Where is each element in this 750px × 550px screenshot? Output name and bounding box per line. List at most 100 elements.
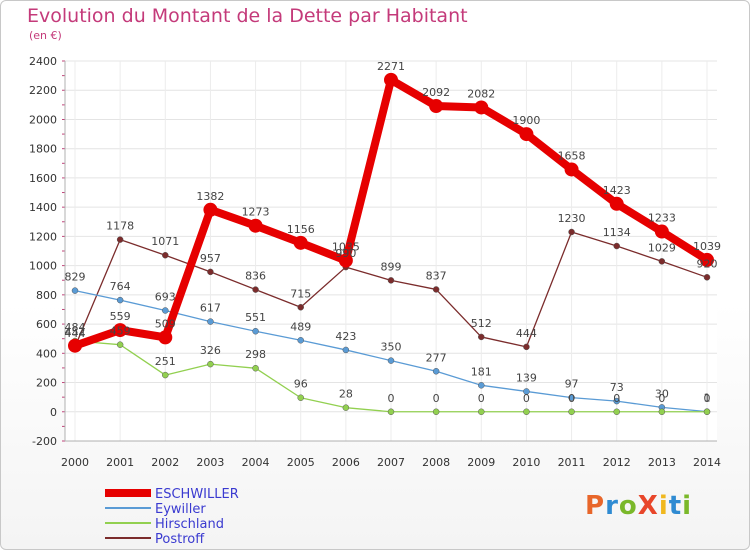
data-point bbox=[432, 286, 440, 293]
data-label: 1178 bbox=[106, 220, 134, 233]
data-label: 452 bbox=[65, 326, 86, 339]
data-label: 298 bbox=[245, 348, 266, 361]
y-tick-label: -200 bbox=[32, 435, 57, 448]
y-tick-label: 1200 bbox=[29, 230, 57, 243]
data-point bbox=[703, 274, 711, 281]
data-point bbox=[474, 100, 489, 115]
y-tick-label: 2000 bbox=[29, 113, 57, 126]
data-point bbox=[387, 408, 395, 416]
x-tick-label: 2000 bbox=[61, 456, 89, 469]
legend-label: ESCHWILLER bbox=[155, 487, 239, 502]
data-point bbox=[658, 408, 666, 416]
data-point bbox=[207, 318, 214, 325]
x-tick-label: 2009 bbox=[467, 456, 495, 469]
data-label: 1382 bbox=[196, 190, 224, 203]
data-label: 0 bbox=[568, 392, 575, 405]
data-label: 73 bbox=[610, 381, 624, 394]
y-tick-label: 1800 bbox=[29, 143, 57, 156]
data-point bbox=[523, 343, 530, 351]
x-tick-label: 2003 bbox=[196, 456, 224, 469]
data-point bbox=[293, 235, 308, 250]
data-label: 423 bbox=[335, 330, 356, 343]
logo-letter: t bbox=[668, 491, 683, 521]
data-point bbox=[116, 341, 124, 348]
data-label: 1273 bbox=[242, 206, 270, 219]
logo-letter: i bbox=[682, 491, 693, 521]
data-point bbox=[68, 338, 82, 353]
data-label: 1 bbox=[704, 392, 711, 405]
data-label: 0 bbox=[433, 392, 440, 405]
data-point bbox=[478, 408, 485, 416]
x-tick-label: 2002 bbox=[151, 456, 179, 469]
data-label: 1900 bbox=[512, 114, 540, 127]
data-label: 30 bbox=[655, 387, 669, 400]
data-point bbox=[523, 408, 530, 416]
data-label: 559 bbox=[110, 310, 131, 323]
data-point bbox=[654, 224, 669, 239]
legend-label: Postroff bbox=[155, 532, 205, 547]
data-label: 0 bbox=[658, 392, 665, 405]
data-point bbox=[478, 382, 485, 389]
proxiti-logo: ProXiti bbox=[585, 491, 692, 521]
data-point bbox=[342, 346, 350, 354]
data-label: 693 bbox=[155, 290, 176, 303]
x-tick-label: 2004 bbox=[242, 456, 270, 469]
data-label: 444 bbox=[65, 327, 86, 340]
y-tick-label: 2200 bbox=[29, 84, 57, 97]
data-label: 251 bbox=[155, 355, 176, 368]
x-tick-label: 2005 bbox=[287, 456, 315, 469]
data-point bbox=[432, 408, 440, 416]
data-point bbox=[523, 388, 530, 395]
data-label: 484 bbox=[65, 321, 86, 334]
logo-letter: r bbox=[605, 491, 619, 521]
data-label: 837 bbox=[426, 269, 447, 282]
data-label: 1658 bbox=[558, 149, 586, 162]
data-point bbox=[342, 404, 350, 411]
y-tick-label: 1400 bbox=[29, 201, 57, 214]
data-label: 829 bbox=[65, 271, 86, 284]
data-point bbox=[162, 307, 169, 314]
data-label: 1423 bbox=[603, 184, 631, 197]
x-tick-label: 2008 bbox=[422, 456, 450, 469]
data-point bbox=[613, 397, 620, 405]
y-tick-label: 1000 bbox=[29, 260, 57, 273]
y-tick-label: 400 bbox=[36, 347, 57, 360]
data-label: 0 bbox=[388, 392, 395, 405]
data-label: 957 bbox=[200, 252, 221, 265]
data-point bbox=[387, 277, 395, 284]
data-label: 1029 bbox=[648, 241, 676, 254]
data-point bbox=[703, 408, 711, 416]
chart-unit: (en €) bbox=[29, 29, 62, 42]
x-tick-label: 2013 bbox=[648, 456, 676, 469]
data-point bbox=[609, 196, 624, 211]
data-point bbox=[207, 268, 214, 276]
logo-letter: o bbox=[618, 491, 638, 521]
data-point bbox=[658, 258, 666, 265]
data-label: 1156 bbox=[287, 223, 315, 236]
data-label: 1035 bbox=[332, 241, 360, 254]
data-label: 277 bbox=[426, 351, 447, 364]
data-point bbox=[297, 337, 304, 344]
data-label: 920 bbox=[697, 257, 718, 270]
data-label: 2271 bbox=[377, 60, 405, 73]
x-tick-label: 2010 bbox=[512, 456, 540, 469]
data-label: 139 bbox=[516, 371, 537, 384]
data-label: 0 bbox=[478, 392, 485, 405]
data-label: 1071 bbox=[151, 235, 179, 248]
data-point bbox=[568, 228, 575, 236]
data-point bbox=[162, 371, 169, 379]
data-point bbox=[248, 218, 263, 233]
data-point bbox=[613, 242, 620, 250]
data-point bbox=[116, 236, 124, 243]
data-point bbox=[252, 327, 259, 335]
data-label: 326 bbox=[200, 344, 221, 357]
x-tick-label: 2014 bbox=[693, 456, 721, 469]
data-point bbox=[387, 357, 395, 364]
data-label: 96 bbox=[294, 378, 308, 391]
logo-letter: P bbox=[585, 491, 606, 521]
data-label: 444 bbox=[516, 327, 537, 340]
legend-label: Hirschland bbox=[155, 517, 224, 532]
data-label: 0 bbox=[523, 392, 530, 405]
data-point bbox=[429, 99, 444, 114]
